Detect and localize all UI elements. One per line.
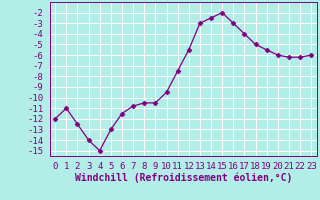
X-axis label: Windchill (Refroidissement éolien,°C): Windchill (Refroidissement éolien,°C) xyxy=(75,173,292,183)
